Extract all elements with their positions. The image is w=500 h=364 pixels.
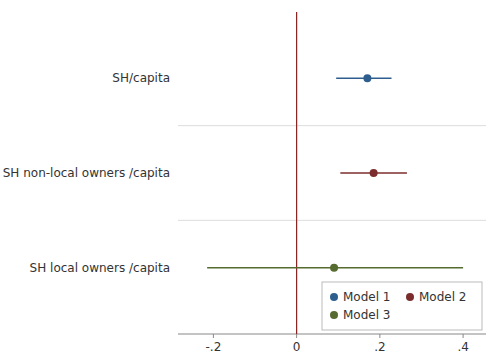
y-tick-label: SH/capita (112, 71, 170, 85)
y-tick-label: SH local owners /capita (30, 261, 170, 275)
x-tick-label: -.2 (205, 340, 221, 354)
x-tick (213, 334, 214, 338)
point-estimate (370, 169, 378, 177)
x-tick (379, 334, 380, 338)
legend-label: Model 1 (343, 290, 390, 304)
legend-marker (330, 293, 338, 301)
chart: -.2 0 .2 .4 SH/capita SH non-local owners /ca… (0, 0, 500, 364)
legend: Model 1 Model 2 Model 3 (322, 282, 482, 330)
x-tick-label: .4 (457, 340, 468, 354)
legend-label: Model 3 (343, 308, 390, 322)
x-tick-label: .2 (374, 340, 385, 354)
x-tick (463, 334, 464, 338)
row-separator (178, 220, 486, 221)
point-estimate (363, 74, 371, 82)
reference-line (296, 12, 297, 334)
x-tick (296, 334, 297, 338)
legend-label: Model 2 (419, 290, 466, 304)
x-tick-label: 0 (293, 340, 301, 354)
y-tick-label: SH non-local owners /capita (3, 166, 170, 180)
point-estimate (330, 264, 338, 272)
row-separator (178, 125, 486, 126)
legend-frame (322, 282, 482, 330)
x-axis-line (178, 334, 486, 335)
legend-marker (406, 293, 414, 301)
legend-marker (330, 311, 338, 319)
